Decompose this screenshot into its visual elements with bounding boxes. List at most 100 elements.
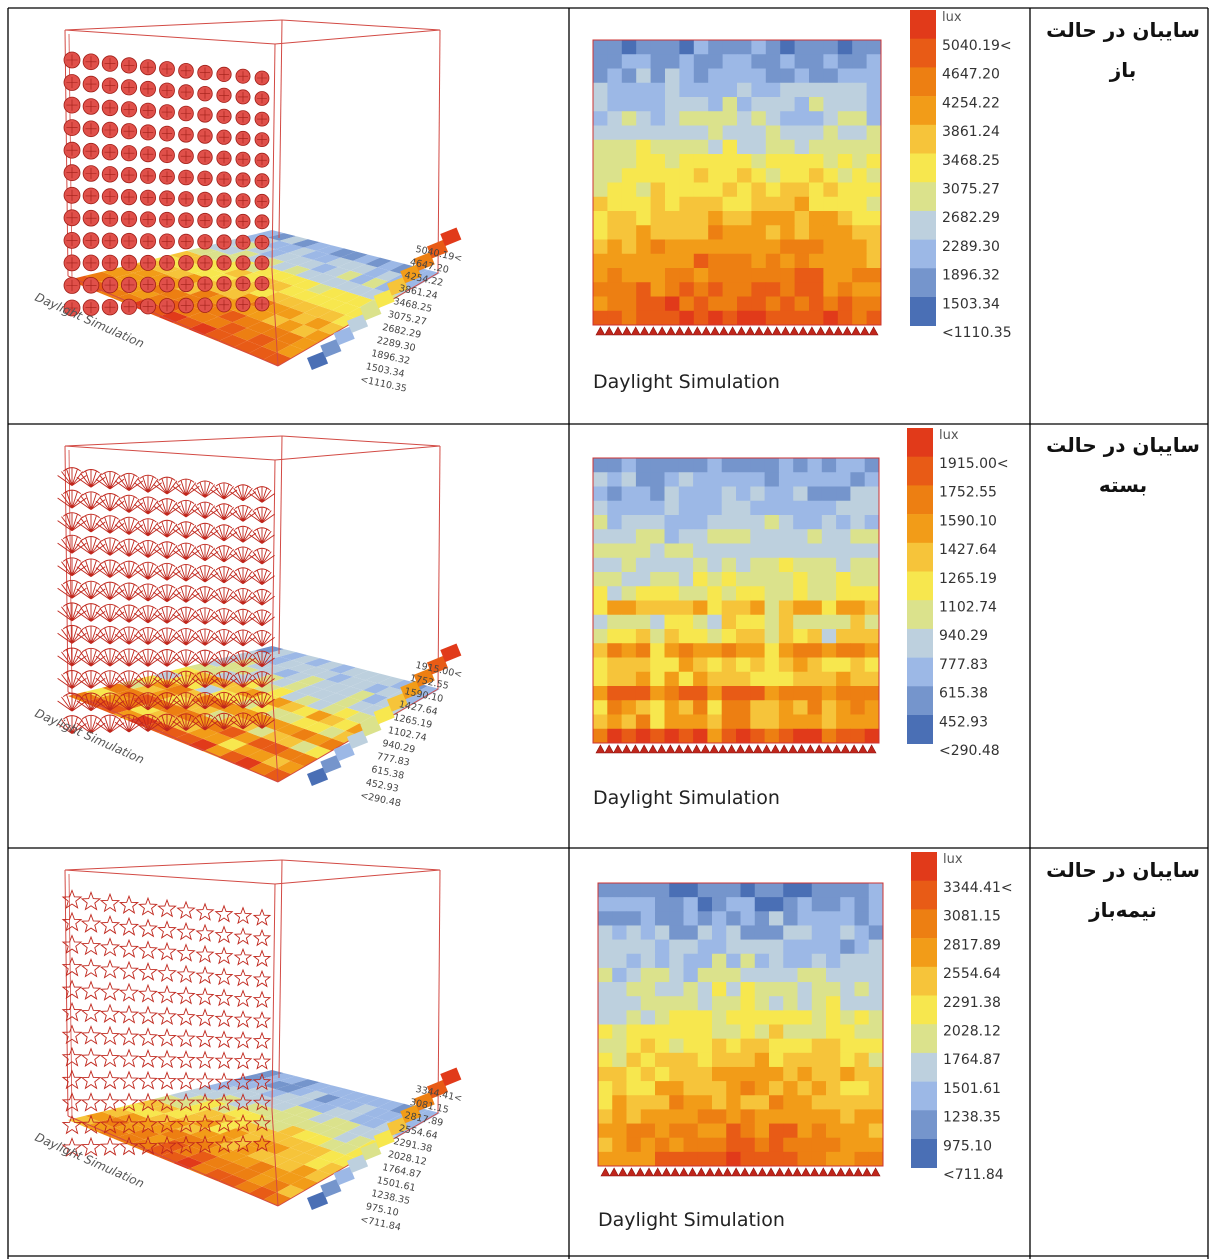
- heatmap-cell: [826, 1052, 841, 1068]
- heatmap-cell: [769, 939, 784, 955]
- shade-module-ribs: [199, 67, 211, 78]
- shade-module: [95, 471, 125, 490]
- heatmap-cell: [826, 1081, 841, 1096]
- shade-module: [61, 979, 83, 1000]
- floor-heatmap-cell: [233, 1081, 263, 1091]
- view3d-legend-swatch: [333, 742, 355, 762]
- heatmap-cell: [840, 883, 855, 898]
- heatmap-cell: [783, 1010, 798, 1025]
- heatmap-cell: [821, 629, 837, 644]
- heatmap-cell: [793, 728, 808, 744]
- row-label-line1: سایبان در حالت: [1046, 18, 1200, 42]
- floor-heatmap-cell: [377, 1100, 404, 1111]
- heatmap-cell: [626, 1137, 642, 1153]
- floor-heatmap-cell: [323, 267, 351, 278]
- floor-heatmap-cell: [365, 1097, 392, 1108]
- heatmap-cell: [708, 139, 723, 155]
- plan-caption: Daylight Simulation: [598, 1209, 785, 1231]
- heatmap-cell: [809, 82, 824, 98]
- heatmap-cell: [665, 211, 680, 226]
- floor-heatmap-cell: [291, 1079, 320, 1088]
- shade-module: [134, 475, 162, 493]
- heatmap-cell: [837, 139, 853, 155]
- heatmap-cell: [697, 1010, 713, 1025]
- heatmap-cell: [740, 953, 756, 969]
- legend-swatch: [910, 153, 936, 183]
- shade-module-ribs: [123, 125, 135, 137]
- heatmap-cell: [740, 1137, 756, 1153]
- heatmap-cell: [751, 82, 767, 98]
- heatmap-cell: [737, 239, 752, 255]
- shade-module-rim: [254, 712, 270, 717]
- heatmap-cell: [837, 282, 853, 297]
- shade-module-ribs: [85, 212, 97, 224]
- shade-module: [252, 1093, 272, 1111]
- heatmap-cell: [635, 500, 651, 516]
- heatmap-cell: [650, 657, 665, 673]
- heatmap-cell: [707, 586, 723, 601]
- heatmap-cell: [607, 629, 622, 644]
- heatmap-cell: [826, 1038, 841, 1054]
- heatmap-cell: [621, 182, 637, 198]
- shade-module: [57, 513, 87, 532]
- shade-module-rim: [120, 604, 138, 609]
- heatmap-cell: [783, 1066, 798, 1082]
- shade-module-rim: [254, 691, 270, 696]
- heatmap-cell: [864, 600, 880, 616]
- shade-module: [172, 586, 200, 603]
- shade-module: [138, 1048, 158, 1068]
- heatmap-cell: [612, 1010, 627, 1025]
- shade-module: [134, 519, 162, 537]
- shade-module: [99, 981, 121, 1001]
- shade-module-rim: [139, 496, 157, 501]
- floor-heatmap-cell: [217, 322, 247, 335]
- heatmap-cell: [693, 125, 709, 141]
- shade-module: [214, 904, 234, 923]
- shade-module-rim: [82, 491, 100, 496]
- heatmap-cell: [612, 1137, 627, 1153]
- floor-heatmap-cell: [332, 303, 360, 315]
- heatmap-cell: [598, 1095, 613, 1110]
- heatmap-cell: [593, 211, 608, 226]
- heatmap-cell: [821, 557, 837, 573]
- heatmap-cell: [640, 1123, 656, 1139]
- shade-module-ribs: [161, 193, 173, 204]
- floor-heatmap-cell: [218, 310, 248, 323]
- heatmap-cell: [736, 557, 751, 573]
- heatmap-cell: [678, 629, 694, 644]
- heatmap-cell: [650, 700, 665, 715]
- heatmap-cell: [593, 600, 608, 616]
- shade-module: [195, 1050, 215, 1069]
- shade-module: [157, 1135, 177, 1155]
- heatmap-cell: [809, 125, 824, 141]
- heatmap-cell: [707, 500, 723, 516]
- view3d-legend-swatch: [440, 227, 462, 247]
- floor-heatmap-cell: [318, 310, 346, 323]
- heatmap-cell: [780, 282, 795, 297]
- floor-heatmap-cell: [377, 260, 404, 271]
- heatmap-cell: [621, 700, 637, 715]
- floor-heatmap-cell: [226, 1099, 256, 1109]
- shade-module: [138, 1114, 158, 1134]
- shade-module-ribs: [257, 155, 267, 166]
- shade-module-rim: [234, 691, 252, 696]
- shade-module: [153, 499, 181, 516]
- heatmap-cell: [793, 486, 808, 502]
- heatmap-cell: [722, 68, 738, 84]
- heatmap-cell: [679, 125, 695, 141]
- heatmap-cell: [864, 472, 880, 487]
- shade-module-rim: [215, 587, 233, 592]
- heatmap-cell: [669, 1066, 684, 1082]
- heatmap-cell: [783, 1137, 798, 1153]
- heatmap-cell: [708, 68, 723, 84]
- heatmap-cell: [797, 883, 813, 898]
- floor-heatmap-cell: [348, 274, 376, 285]
- heatmap-cell: [607, 529, 622, 544]
- floor-heatmap-cell: [160, 289, 191, 300]
- heatmap-cell: [837, 111, 853, 126]
- heatmap-cell: [794, 82, 810, 98]
- heatmap-cell: [750, 686, 765, 701]
- shade-module: [191, 671, 219, 689]
- shade-module: [252, 1011, 272, 1029]
- floor-heatmap-cell: [145, 1123, 176, 1135]
